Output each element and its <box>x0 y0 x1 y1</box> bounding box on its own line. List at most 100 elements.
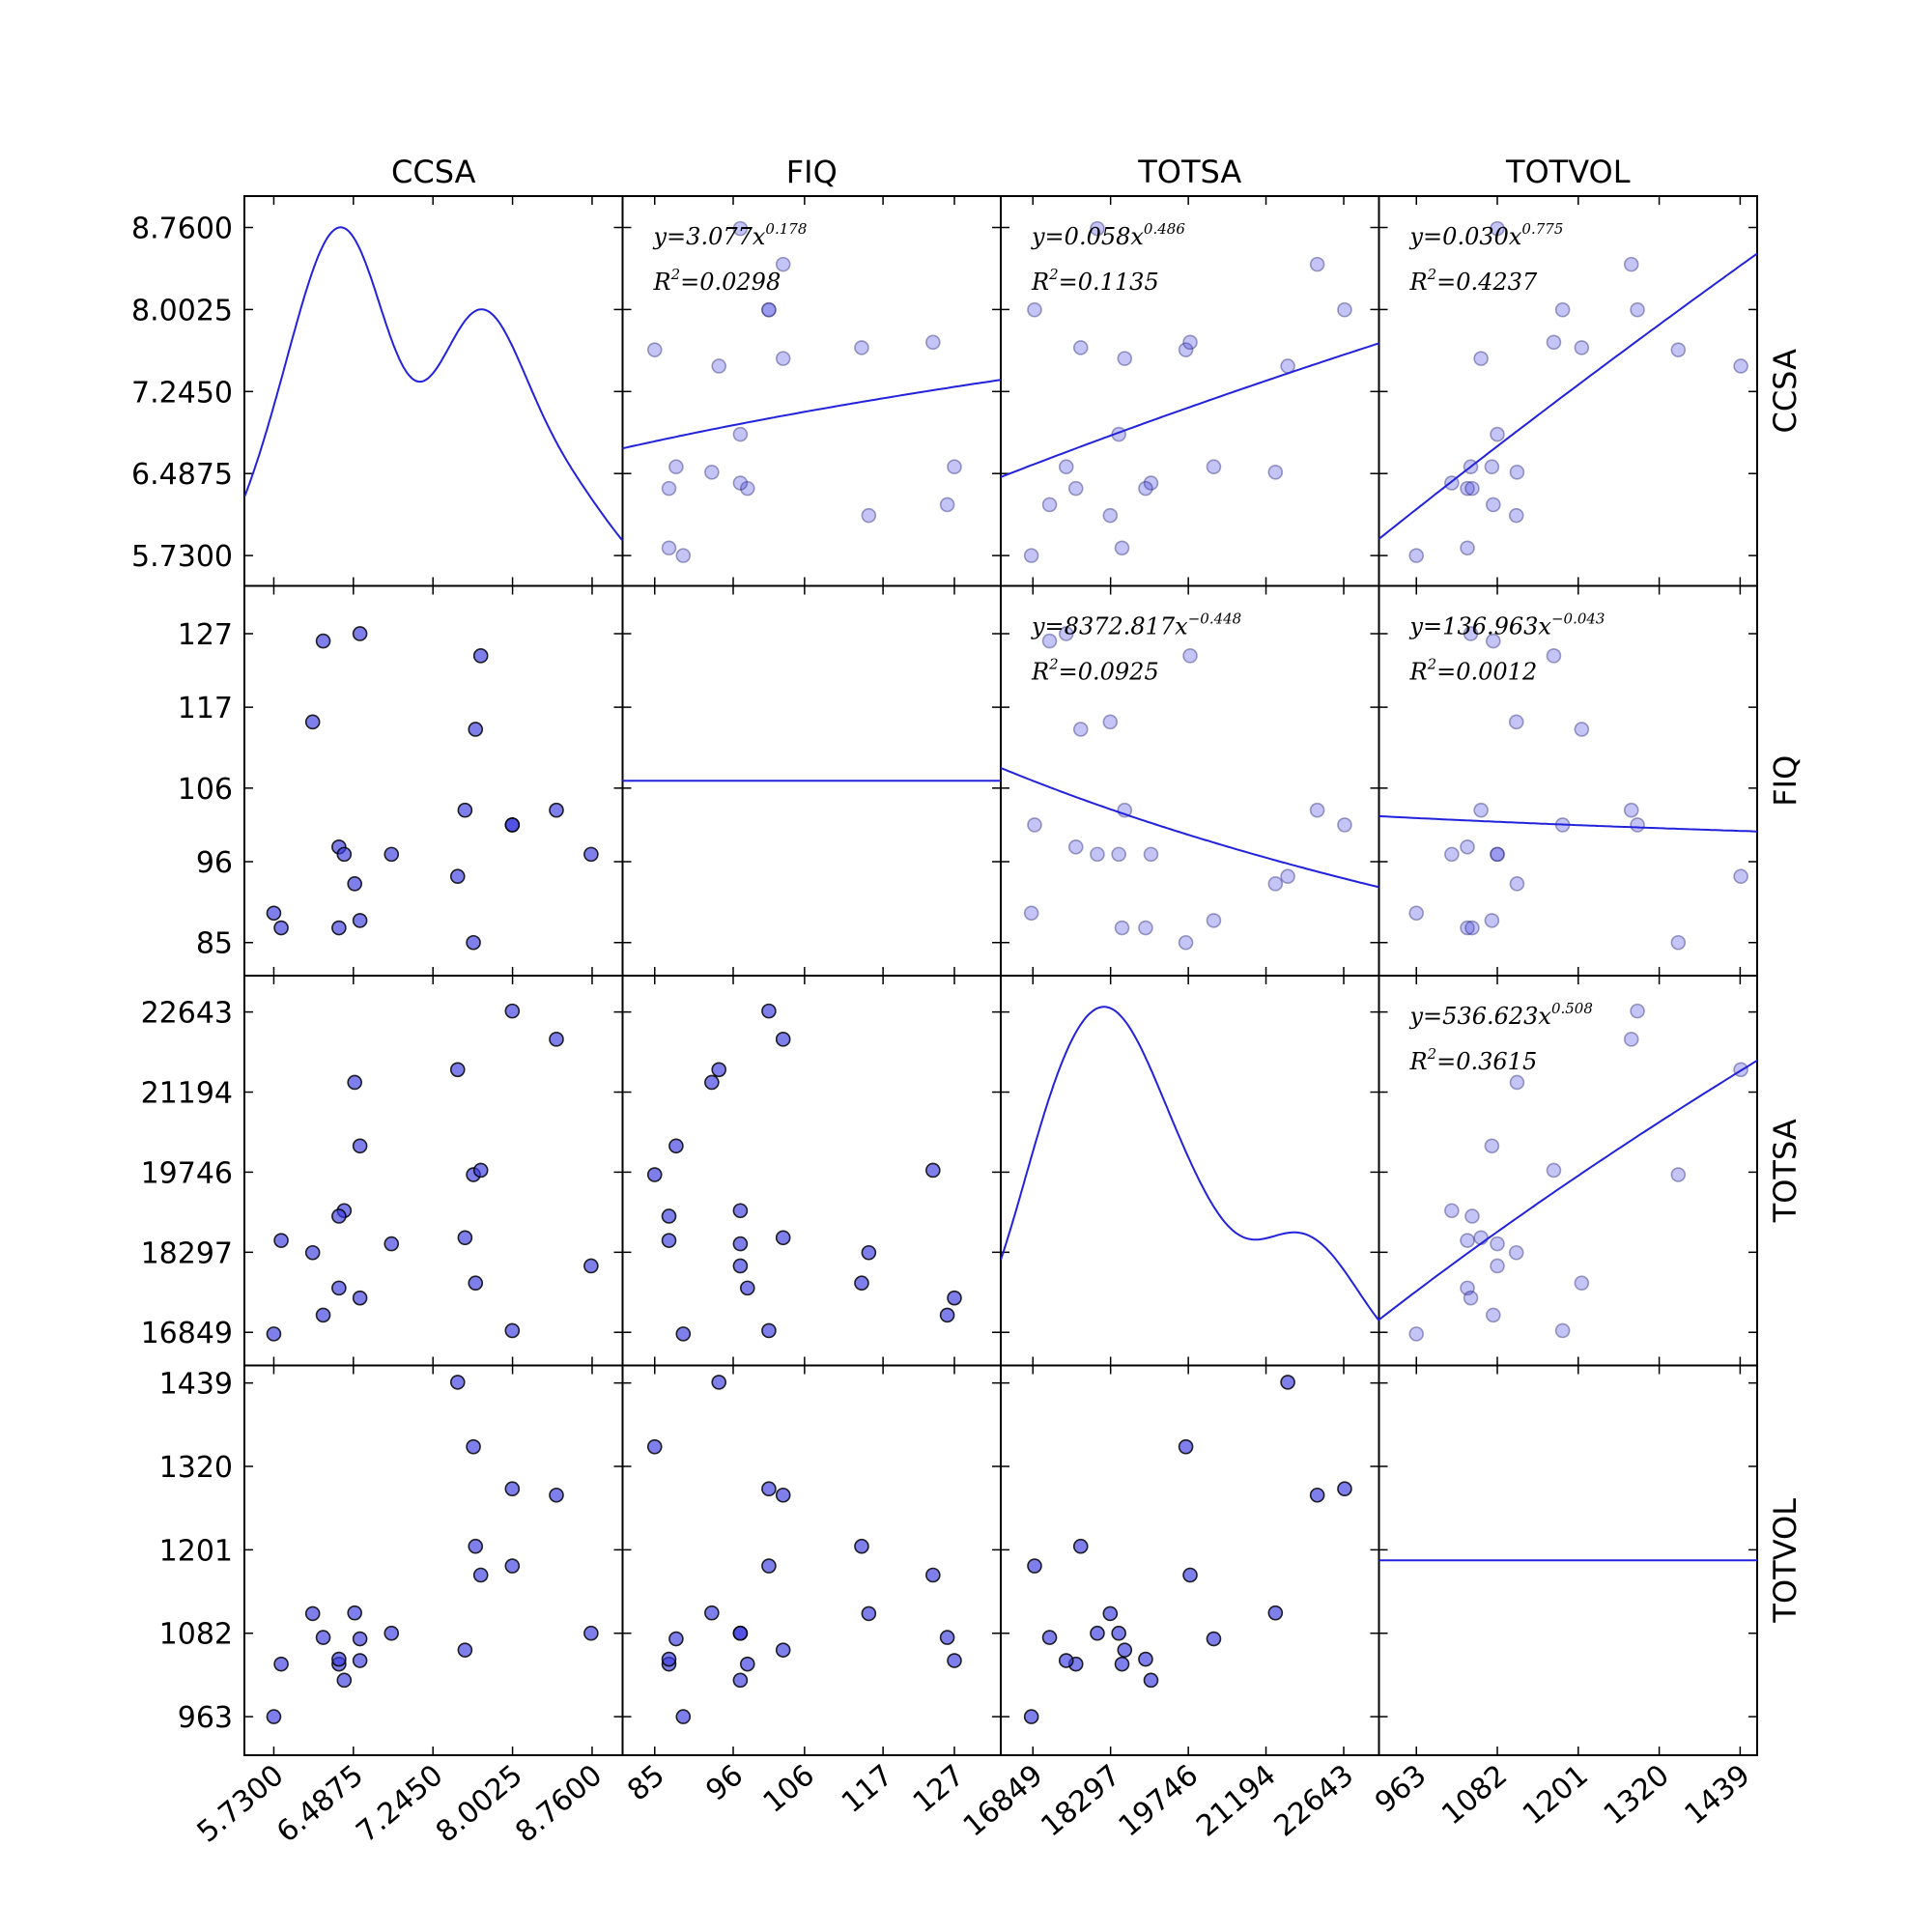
data-point-ccsa-totsa <box>1309 256 1325 272</box>
data-point-ccsa-totsa <box>1117 351 1133 366</box>
x-tick-label: 96 <box>699 1758 750 1807</box>
fit-line-ccsa-totvol <box>1378 252 1757 540</box>
panel-frame-fiq-totsa <box>1000 584 1380 977</box>
data-point-totvol-ccsa <box>266 1709 282 1724</box>
data-point-totsa-totvol <box>1485 1307 1501 1323</box>
data-point-fiq-totvol <box>1464 920 1480 936</box>
data-point-ccsa-fiq <box>947 459 962 475</box>
data-point-ccsa-totsa <box>1090 220 1105 237</box>
data-point-totsa-totvol <box>1484 1138 1500 1154</box>
data-point-fiq-ccsa <box>352 913 368 928</box>
y-tick-label: 16849 <box>141 1317 233 1350</box>
data-point-ccsa-totvol <box>1485 497 1501 513</box>
data-point-fiq-ccsa <box>315 633 331 649</box>
fit-equation: y=3.077x0.178 <box>653 220 808 250</box>
data-point-ccsa-fiq <box>711 358 727 374</box>
data-point-totvol-totsa <box>1090 1625 1105 1641</box>
data-point-totvol-ccsa <box>504 1481 521 1497</box>
data-point-fiq-totvol <box>1630 817 1645 833</box>
fit-equation: y=0.058x0.486 <box>1031 220 1185 250</box>
data-point-fiq-totvol <box>1444 846 1460 863</box>
data-point-totsa-totvol <box>1546 1162 1562 1179</box>
x-tick-label: 7.2450 <box>350 1758 449 1849</box>
data-point-fiq-totvol <box>1670 934 1687 951</box>
data-point-totsa-ccsa <box>331 1280 347 1296</box>
data-point-fiq-totvol <box>1623 802 1639 818</box>
row-label-fiq: FIQ <box>1767 755 1804 807</box>
y-tick-label: 117 <box>178 692 233 725</box>
data-point-ccsa-totsa <box>1023 548 1039 563</box>
data-point-totsa-ccsa <box>504 1003 521 1019</box>
fit-r-squared: R2=0.1135 <box>1031 266 1159 296</box>
data-point-ccsa-fiq <box>675 548 692 563</box>
data-point-fiq-totvol <box>1490 846 1505 863</box>
x-tick-label: 106 <box>757 1758 821 1820</box>
data-point-fiq-totvol <box>1508 714 1524 730</box>
y-tick-label: 21194 <box>141 1077 233 1111</box>
data-point-fiq-totsa <box>1206 913 1222 928</box>
data-point-fiq-totsa <box>1337 817 1352 833</box>
data-point-totsa-fiq <box>646 1167 663 1182</box>
data-point-fiq-totsa <box>1023 905 1039 922</box>
x-tick-label: 16849 <box>957 1758 1050 1843</box>
data-point-fiq-ccsa <box>449 868 466 885</box>
y-tick-label: 6.4875 <box>131 458 233 492</box>
data-point-ccsa-totvol <box>1460 540 1475 556</box>
data-point-fiq-totsa <box>1138 920 1153 936</box>
x-tick-label: 85 <box>621 1758 671 1807</box>
data-point-ccsa-totvol <box>1554 301 1571 318</box>
x-tick-label: 963 <box>1369 1758 1433 1820</box>
data-point-fiq-totsa <box>1280 868 1295 885</box>
panel-frame-totsa-totsa <box>1000 975 1380 1367</box>
density-curve-ccsa <box>244 226 623 542</box>
data-point-totsa-fiq <box>739 1280 755 1296</box>
data-point-totvol-totsa <box>1117 1642 1133 1658</box>
data-point-totvol-ccsa <box>347 1605 362 1621</box>
data-point-totsa-ccsa <box>384 1236 400 1252</box>
data-point-ccsa-fiq <box>939 497 955 513</box>
data-point-fiq-ccsa <box>466 934 481 951</box>
data-point-ccsa-totvol <box>1490 426 1505 442</box>
data-point-fiq-ccsa <box>331 920 347 936</box>
data-point-totsa-fiq <box>761 1322 777 1339</box>
x-tick-label: 8.0025 <box>430 1758 529 1849</box>
data-point-totsa-fiq <box>732 1258 749 1274</box>
data-point-totvol-totsa <box>1206 1631 1222 1647</box>
data-point-ccsa-totvol <box>1546 334 1562 351</box>
data-point-totvol-ccsa <box>549 1487 564 1503</box>
data-point-totvol-fiq <box>939 1630 955 1645</box>
data-point-ccsa-fiq <box>704 465 720 480</box>
panel-frame-totsa-fiq <box>621 975 1002 1367</box>
x-tick-label: 8.7600 <box>509 1758 609 1849</box>
data-point-ccsa-fiq <box>775 256 791 272</box>
density-curve-totsa <box>1001 1006 1379 1321</box>
y-tick-label: 7.2450 <box>131 376 233 410</box>
x-tick-label: 6.4875 <box>270 1758 370 1849</box>
data-point-totvol-fiq <box>854 1538 869 1554</box>
panel-frame-ccsa-ccsa <box>243 195 624 587</box>
fit-line-fiq-totsa <box>1001 767 1379 889</box>
data-point-fiq-totvol <box>1484 913 1500 928</box>
data-point-fiq-totvol <box>1460 920 1475 936</box>
data-point-fiq-ccsa <box>468 722 484 737</box>
data-point-totvol-ccsa <box>466 1438 481 1455</box>
data-point-fiq-totvol <box>1473 802 1489 818</box>
panel-frame-totvol-totsa <box>1000 1364 1380 1756</box>
data-point-ccsa-totvol <box>1574 340 1590 355</box>
panel-frame-fiq-totvol <box>1378 584 1758 977</box>
data-point-totsa-fiq <box>775 1032 791 1047</box>
column-header-ccsa: CCSA <box>391 154 476 190</box>
fit-r-squared: R2=0.0925 <box>1031 656 1159 686</box>
data-point-fiq-ccsa <box>583 846 599 863</box>
data-point-totsa-fiq <box>925 1162 941 1179</box>
data-point-totsa-totvol <box>1490 1236 1505 1252</box>
fit-r-squared: R2=0.0012 <box>1409 656 1538 686</box>
data-point-totsa-totvol <box>1490 1258 1505 1274</box>
data-point-ccsa-totsa <box>1058 459 1074 475</box>
data-point-totvol-fiq <box>739 1656 755 1672</box>
data-point-fiq-totvol <box>1460 838 1475 855</box>
data-point-totvol-fiq <box>761 1558 777 1574</box>
fit-line-totsa-totvol <box>1378 1059 1757 1321</box>
data-point-totsa-ccsa <box>457 1230 473 1246</box>
